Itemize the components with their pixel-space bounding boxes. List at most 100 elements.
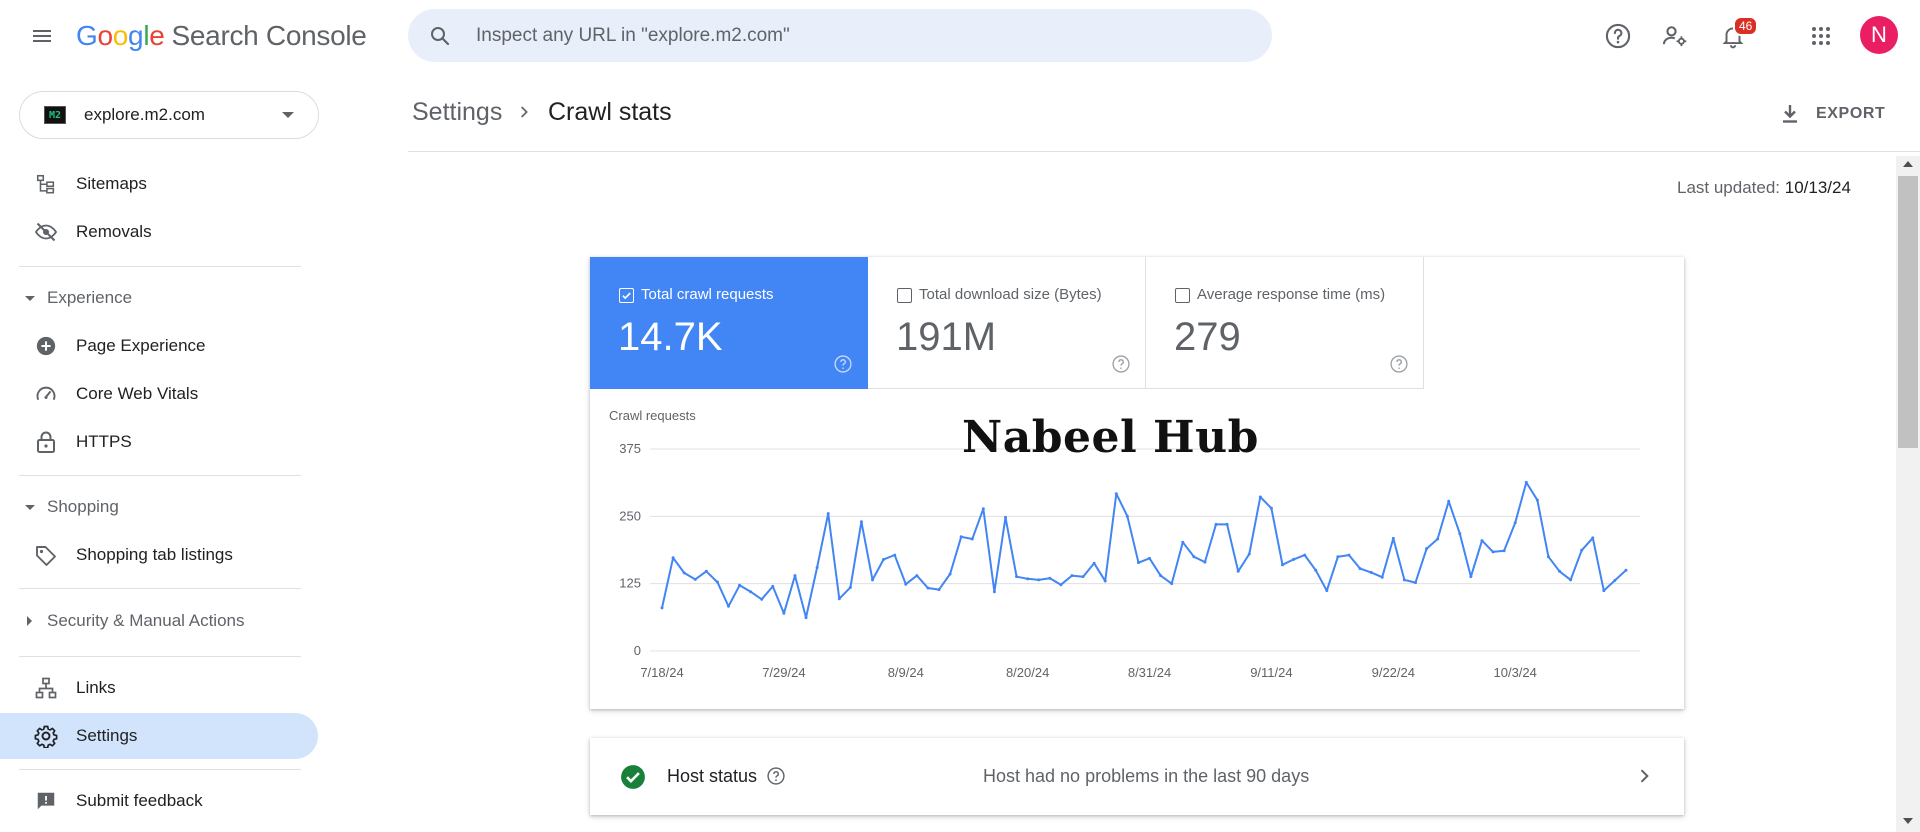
search-input[interactable]: Inspect any URL in "explore.m2.com"	[476, 24, 790, 46]
chart-data-point[interactable]	[926, 586, 930, 590]
chart-data-point[interactable]	[1225, 522, 1229, 526]
scroll-up-arrow-icon[interactable]	[1903, 161, 1913, 167]
section-security-toggle[interactable]: Security & Manual Actions	[0, 601, 318, 641]
chart-data-point[interactable]	[1580, 548, 1584, 552]
help-icon[interactable]	[766, 766, 786, 786]
chart-data-point[interactable]	[1602, 589, 1606, 593]
chart-data-point[interactable]	[1281, 563, 1285, 567]
chart-data-point[interactable]	[1247, 552, 1251, 556]
chart-data-point[interactable]	[782, 611, 786, 615]
chart-data-point[interactable]	[704, 569, 708, 573]
chart-data-point[interactable]	[893, 553, 897, 557]
chart-data-point[interactable]	[1214, 522, 1218, 526]
chart-data-point[interactable]	[1269, 506, 1273, 510]
sidebar-item-sitemaps[interactable]: Sitemaps	[0, 161, 318, 207]
chart-data-point[interactable]	[1314, 568, 1318, 572]
chart-data-point[interactable]	[1136, 561, 1140, 565]
checkbox-unchecked-icon[interactable]	[1175, 288, 1190, 303]
metric-tile-total-crawl-requests[interactable]: Total crawl requests 14.7K	[590, 257, 868, 389]
chart-data-point[interactable]	[693, 577, 697, 581]
url-inspect-search[interactable]: Inspect any URL in "explore.m2.com"	[408, 9, 1272, 62]
chart-data-point[interactable]	[1103, 579, 1107, 583]
chart-data-point[interactable]	[1037, 578, 1041, 582]
chart-data-point[interactable]	[1458, 532, 1462, 536]
chart-data-point[interactable]	[1203, 560, 1207, 564]
chart-data-point[interactable]	[882, 557, 886, 561]
sidebar-item-removals[interactable]: Removals	[0, 209, 318, 255]
chart-data-point[interactable]	[682, 571, 686, 575]
chart-data-point[interactable]	[660, 606, 664, 610]
chart-data-point[interactable]	[726, 604, 730, 608]
chart-data-point[interactable]	[1558, 569, 1562, 573]
chart-data-point[interactable]	[1425, 547, 1429, 551]
chart-data-point[interactable]	[1081, 575, 1085, 579]
chart-data-point[interactable]	[937, 588, 941, 592]
chart-data-point[interactable]	[1026, 577, 1030, 581]
chart-data-point[interactable]	[1347, 553, 1351, 557]
chart-data-point[interactable]	[1358, 567, 1362, 571]
chart-data-point[interactable]	[1303, 553, 1307, 557]
chart-data-point[interactable]	[738, 583, 742, 587]
help-button[interactable]	[1598, 16, 1638, 56]
account-avatar[interactable]: N	[1860, 16, 1898, 54]
google-apps-button[interactable]	[1801, 16, 1841, 56]
search-icon[interactable]	[426, 22, 454, 50]
sidebar-item-settings[interactable]: Settings	[0, 713, 318, 759]
chart-data-point[interactable]	[1391, 536, 1395, 540]
chart-data-point[interactable]	[1292, 557, 1296, 561]
breadcrumb-settings-link[interactable]: Settings	[412, 98, 503, 126]
chart-data-point[interactable]	[1159, 574, 1163, 578]
section-experience-toggle[interactable]: Experience	[0, 278, 318, 318]
help-icon[interactable]	[1389, 354, 1409, 374]
notifications-button[interactable]: 46	[1713, 16, 1759, 56]
chart-data-point[interactable]	[1569, 578, 1573, 582]
chart-data-point[interactable]	[948, 572, 952, 576]
chart-data-point[interactable]	[871, 578, 875, 582]
metric-tile-total-download-size[interactable]: Total download size (Bytes) 191M	[868, 257, 1146, 389]
chart-data-point[interactable]	[671, 556, 675, 560]
chart-data-point[interactable]	[1114, 492, 1118, 496]
chart-data-point[interactable]	[1524, 480, 1528, 484]
host-status-row[interactable]: Host status Host had no problems in the …	[590, 738, 1684, 815]
chart-data-point[interactable]	[1413, 581, 1417, 585]
main-menu-button[interactable]	[24, 18, 60, 54]
scroll-down-arrow-icon[interactable]	[1903, 818, 1913, 824]
chart-data-point[interactable]	[1092, 561, 1096, 565]
chart-data-point[interactable]	[904, 582, 908, 586]
sidebar-item-https[interactable]: HTTPS	[0, 419, 318, 465]
chart-data-point[interactable]	[981, 507, 985, 511]
chart-data-point[interactable]	[1613, 578, 1617, 582]
chart-data-point[interactable]	[1236, 569, 1240, 573]
chart-data-point[interactable]	[1325, 589, 1329, 593]
chart-data-point[interactable]	[848, 585, 852, 589]
section-shopping-toggle[interactable]: Shopping	[0, 487, 318, 527]
chart-data-point[interactable]	[1380, 575, 1384, 579]
chart-data-point[interactable]	[1436, 537, 1440, 541]
chart-data-point[interactable]	[826, 512, 830, 516]
chart-data-point[interactable]	[1546, 555, 1550, 559]
chart-data-point[interactable]	[1003, 515, 1007, 519]
chart-data-point[interactable]	[1070, 574, 1074, 578]
chart-data-point[interactable]	[992, 590, 996, 594]
chart-data-point[interactable]	[749, 590, 753, 594]
submit-feedback-button[interactable]: Submit feedback	[0, 778, 318, 824]
export-button[interactable]: EXPORT	[1778, 96, 1885, 132]
chart-data-point[interactable]	[1502, 549, 1506, 553]
chart-data-point[interactable]	[793, 574, 797, 578]
help-icon[interactable]	[1111, 354, 1131, 374]
chart-data-point[interactable]	[1469, 575, 1473, 579]
chart-data-point[interactable]	[837, 597, 841, 601]
chart-data-point[interactable]	[1513, 521, 1517, 525]
chart-data-point[interactable]	[915, 574, 919, 578]
chart-data-point[interactable]	[760, 597, 764, 601]
chart-data-point[interactable]	[1369, 570, 1373, 574]
chart-data-point[interactable]	[959, 535, 963, 539]
chart-data-point[interactable]	[1015, 575, 1019, 579]
chart-data-point[interactable]	[970, 537, 974, 541]
chart-data-point[interactable]	[1402, 578, 1406, 582]
property-selector[interactable]: M2 explore.m2.com	[19, 91, 319, 139]
help-icon[interactable]	[833, 354, 853, 374]
user-settings-button[interactable]	[1655, 16, 1695, 56]
chart-data-point[interactable]	[1480, 539, 1484, 543]
